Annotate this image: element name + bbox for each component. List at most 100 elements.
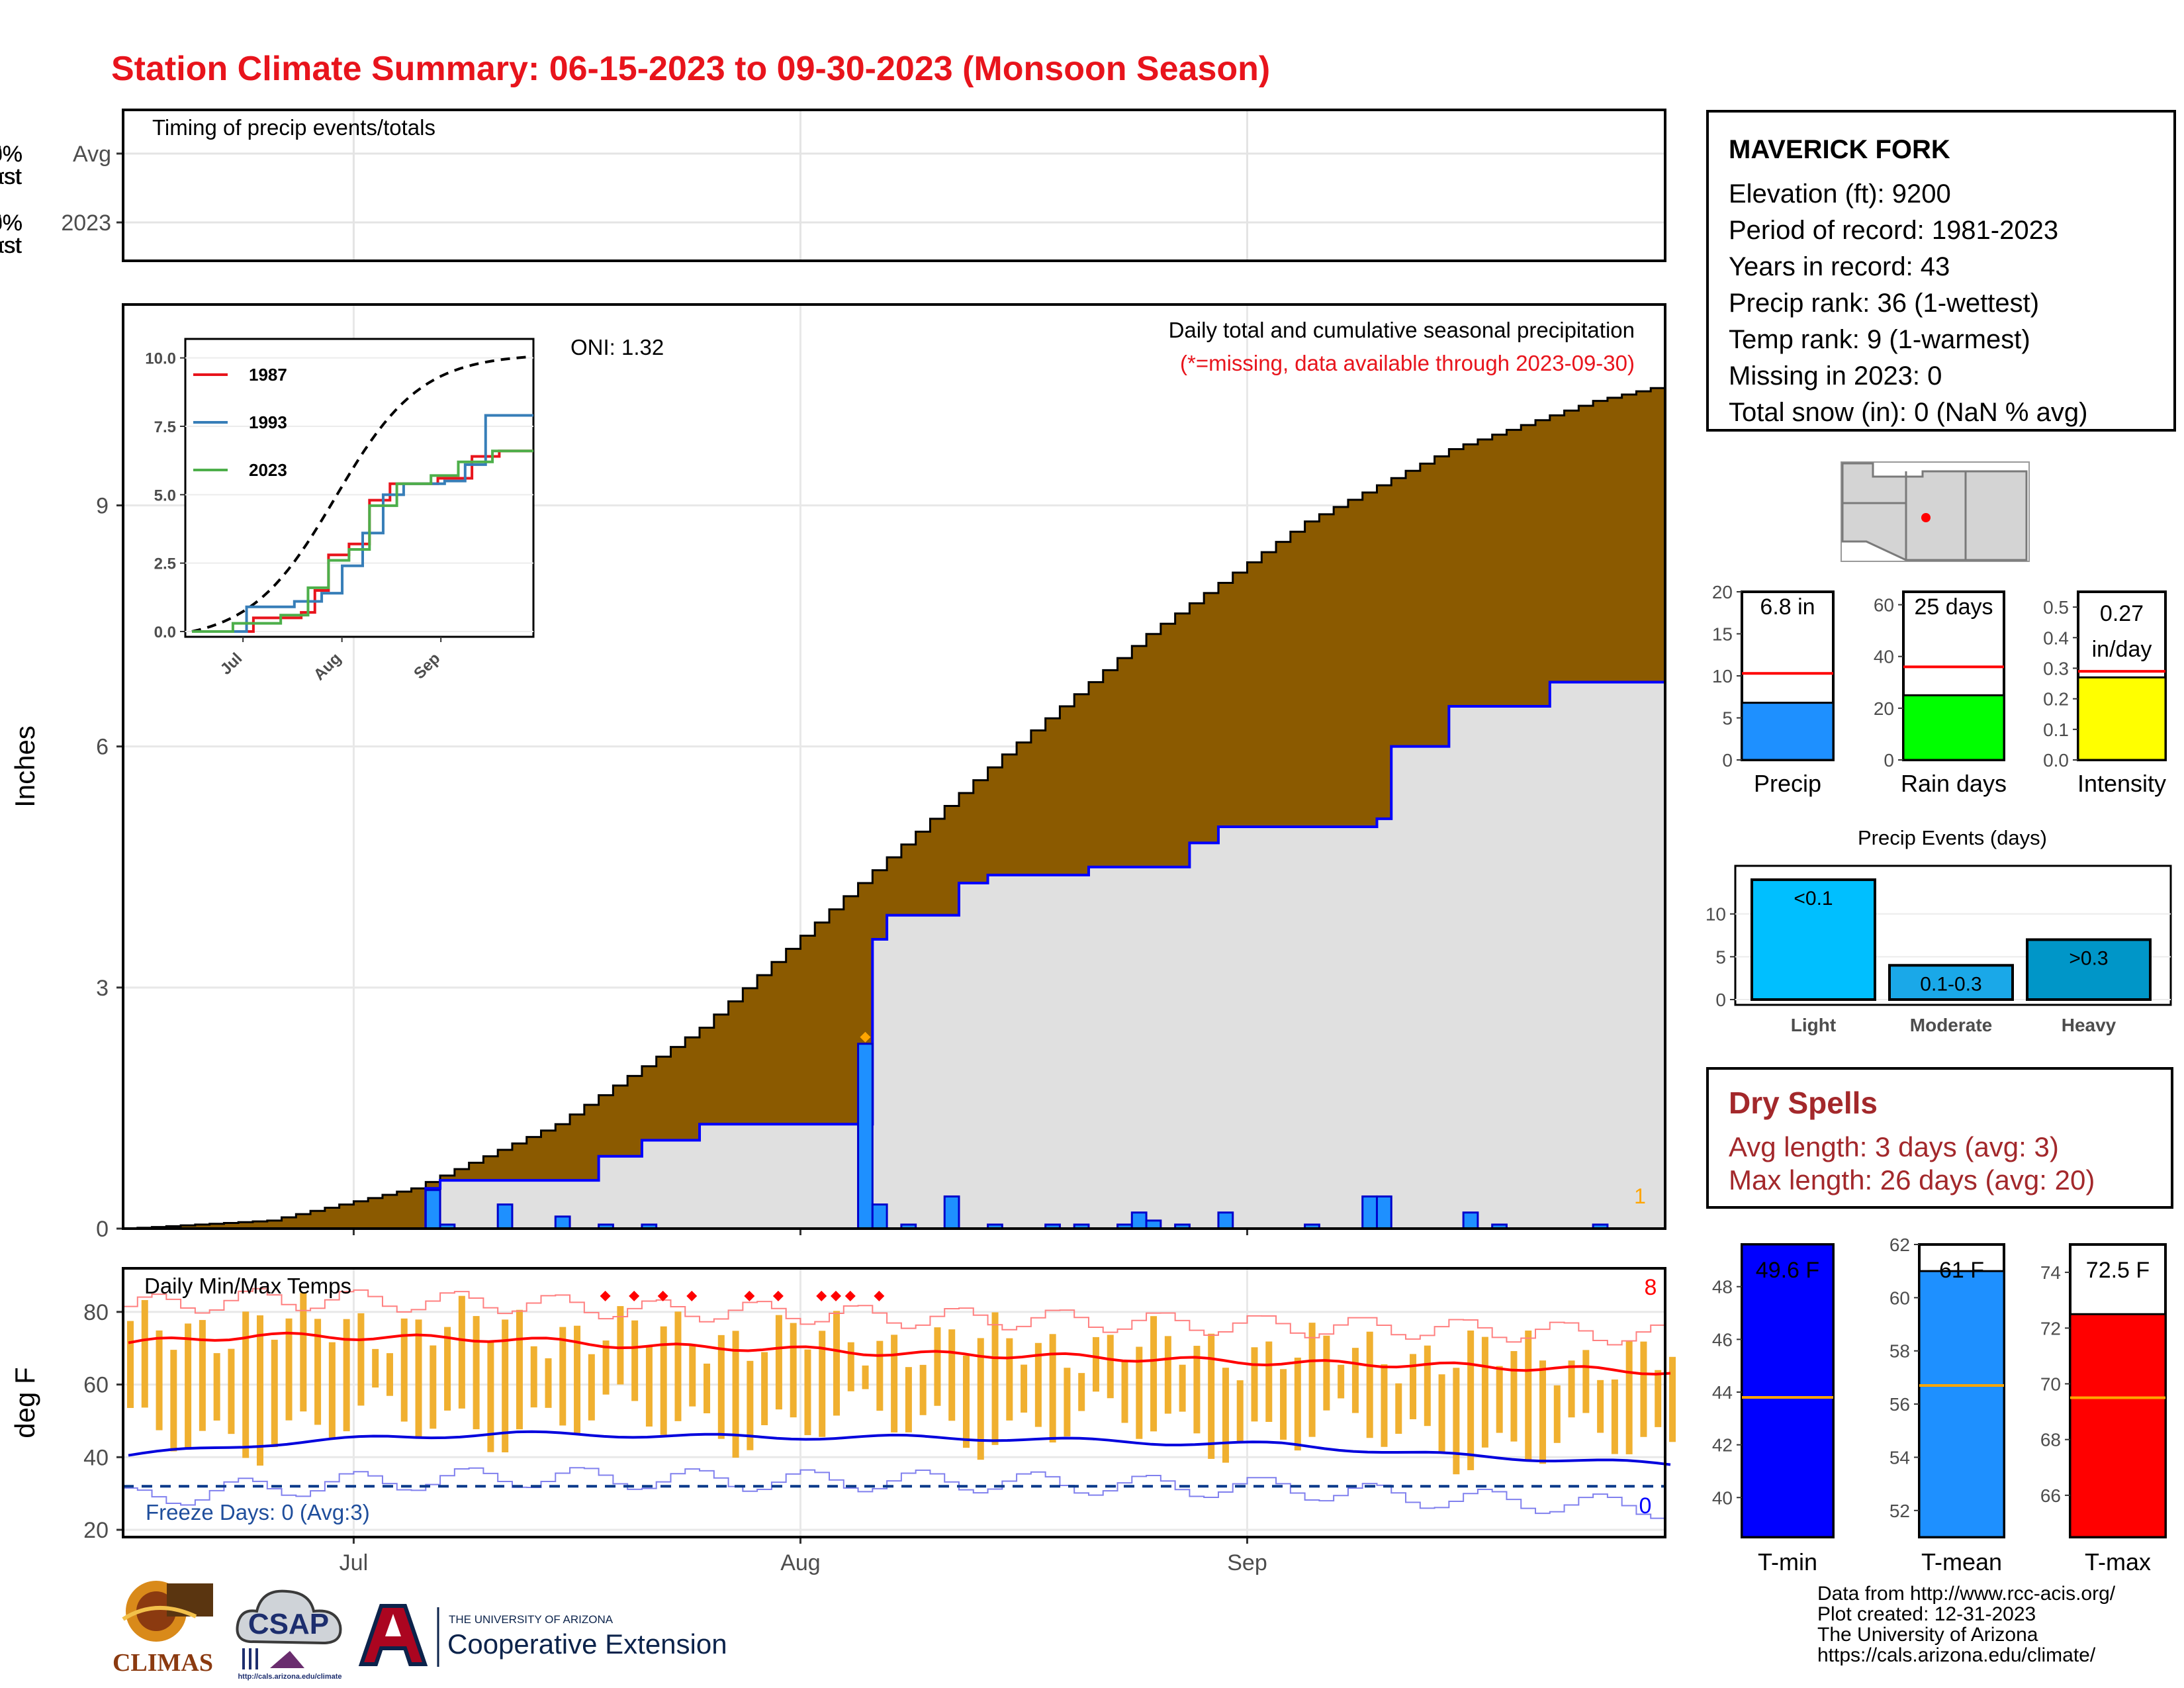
summary-value-label: 6.8 in bbox=[1760, 594, 1815, 620]
timing-last-label: Last bbox=[0, 233, 22, 258]
daily-temp-bar bbox=[285, 1318, 293, 1421]
daily-temp-bar bbox=[1049, 1334, 1056, 1443]
daily-temp-bar bbox=[689, 1346, 696, 1407]
daily-temp-bar bbox=[1481, 1336, 1488, 1448]
daily-temp-bar bbox=[1351, 1348, 1359, 1413]
record-high-marker bbox=[816, 1290, 827, 1301]
record-max-line bbox=[123, 1288, 1666, 1346]
footer-line: The University of Arizona bbox=[1817, 1624, 2038, 1646]
daily-temp-bar bbox=[242, 1311, 250, 1458]
daily-temp-bar bbox=[1525, 1331, 1532, 1461]
daily-temp-bar bbox=[444, 1327, 451, 1411]
temp-ytick-label: 60 bbox=[83, 1373, 109, 1398]
event-bar bbox=[1751, 878, 1876, 1002]
summary-bar bbox=[2077, 676, 2167, 761]
event-bar-text: >0.3 bbox=[2069, 947, 2108, 969]
daily-temp-bar bbox=[588, 1354, 595, 1421]
daily-temp-bar bbox=[1496, 1366, 1503, 1433]
daily-temp-bar bbox=[545, 1358, 552, 1408]
temp-summary-bar bbox=[1918, 1270, 2005, 1538]
footer-credits: Data from http://www.rcc-acis.org/ Plot … bbox=[1817, 1583, 2115, 1665]
daily-temp-bar bbox=[645, 1346, 653, 1427]
map-region bbox=[1841, 462, 2028, 561]
daily-temp-bar bbox=[372, 1348, 379, 1388]
inset-year-line bbox=[192, 414, 533, 633]
daily-temp-bar bbox=[905, 1367, 912, 1432]
timing-p25-label: 25% bbox=[0, 142, 23, 167]
precip-ytick-label: 3 bbox=[96, 976, 109, 1001]
daily-temp-bar bbox=[919, 1364, 927, 1415]
daily-temp-bar bbox=[847, 1342, 854, 1391]
record-high-marker bbox=[772, 1290, 784, 1301]
daily-temp-bar bbox=[1006, 1338, 1013, 1421]
events-ytick-label: 10 bbox=[1706, 904, 1726, 925]
record-high-marker bbox=[874, 1290, 885, 1301]
temp-summary-ytick-label: 40 bbox=[1712, 1487, 1733, 1508]
csap-logo: CSAP http://cals.arizona.edu/climate bbox=[230, 1582, 349, 1681]
summary-ytick-label: 0.3 bbox=[2043, 658, 2069, 679]
daily-temp-bar bbox=[1669, 1356, 1676, 1442]
summary-ytick-label: 20 bbox=[1712, 582, 1733, 602]
dry-spells-avg: Avg length: 3 days (avg: 3) bbox=[1729, 1131, 2059, 1162]
daily-precip-bar bbox=[871, 1203, 888, 1230]
inset-year-line bbox=[192, 449, 533, 633]
timing-first-label: First bbox=[0, 164, 23, 189]
precip-panel-title: Daily total and cumulative seasonal prec… bbox=[1169, 318, 1635, 342]
summary-value-unit: in/day bbox=[2092, 637, 2152, 662]
daily-temp-bar bbox=[430, 1345, 437, 1429]
daily-temp-bar bbox=[357, 1313, 365, 1406]
temp-panel-title: Daily Min/Max Temps bbox=[144, 1274, 351, 1298]
daily-temp-bar bbox=[1553, 1385, 1561, 1443]
daily-precip-bar bbox=[1217, 1211, 1234, 1230]
summary-ytick-label: 40 bbox=[1874, 647, 1894, 667]
daily-temp-bar bbox=[1424, 1345, 1431, 1427]
summary-value-label: 0.27 bbox=[2100, 601, 2144, 626]
daily-temp-bar bbox=[1064, 1368, 1071, 1436]
avg-max-line bbox=[128, 1331, 1671, 1376]
daily-temp-bar bbox=[1164, 1336, 1171, 1414]
daily-precip-bar bbox=[943, 1195, 960, 1230]
inset-legend-label: 1987 bbox=[249, 365, 287, 385]
summary-bar-label: Rain days bbox=[1901, 770, 2007, 797]
station-temp-rank: Temp rank: 9 (1-warmest) bbox=[1729, 325, 2030, 354]
temp-summary-label: T-min bbox=[1758, 1548, 1817, 1575]
cold-days-count: 0 bbox=[1639, 1493, 1652, 1519]
daily-temp-bar bbox=[674, 1311, 682, 1421]
precip-ytick-label: 9 bbox=[96, 493, 109, 518]
temp-summary-bar bbox=[2069, 1313, 2167, 1538]
dry-spells-title: Dry Spells bbox=[1729, 1086, 1878, 1120]
daily-precip-bar bbox=[554, 1215, 571, 1230]
precip-ylabel: Inches bbox=[9, 726, 40, 808]
temp-summary-ytick-label: 62 bbox=[1889, 1235, 1910, 1255]
temp-summary-ytick-label: 58 bbox=[1889, 1341, 1910, 1362]
precip-panel-border bbox=[122, 303, 1666, 1230]
station-info-box: MAVERICK FORK Elevation (ft): 9200 Perio… bbox=[1706, 110, 2176, 432]
summary-ytick-label: 0.1 bbox=[2043, 720, 2069, 740]
station-snow: Total snow (in): 0 (NaN % avg) bbox=[1729, 398, 2088, 427]
page-title: Station Climate Summary: 06-15-2023 to 0… bbox=[111, 50, 1271, 88]
summary-ytick-label: 0.0 bbox=[2043, 750, 2069, 771]
daily-temp-bar bbox=[717, 1335, 725, 1439]
climas-emblem-icon: CLIMAS bbox=[113, 1581, 213, 1677]
ua-small-text: THE UNIVERSITY OF ARIZONA bbox=[449, 1613, 614, 1626]
summary-ytick-label: 0.4 bbox=[2043, 628, 2069, 648]
summary-ytick-label: 0 bbox=[1722, 750, 1733, 771]
daily-temp-bar bbox=[1597, 1380, 1604, 1433]
daily-temp-bar bbox=[1280, 1369, 1287, 1440]
temp-summary-ytick-label: 44 bbox=[1712, 1382, 1733, 1403]
temp-summary-ytick-label: 48 bbox=[1712, 1277, 1733, 1297]
summary-bar-label: Intensity bbox=[2077, 770, 2166, 797]
daily-temp-bar bbox=[1467, 1331, 1475, 1470]
daily-temp-bar bbox=[602, 1340, 610, 1395]
daily-temp-bar bbox=[1251, 1347, 1258, 1422]
daily-temp-bar bbox=[502, 1319, 509, 1453]
footer-line: Data from http://www.rcc-acis.org/ bbox=[1817, 1583, 2116, 1605]
daily-temp-bar bbox=[991, 1312, 999, 1445]
dry-spells-max: Max length: 26 days (avg: 20) bbox=[1729, 1164, 2095, 1196]
record-high-marker bbox=[629, 1290, 640, 1301]
daily-temp-bar bbox=[1021, 1364, 1028, 1413]
daily-temp-bar bbox=[170, 1350, 177, 1452]
freeze-days-label: Freeze Days: 0 (Avg:3) bbox=[146, 1500, 370, 1524]
inset-ytick-label: 2.5 bbox=[154, 555, 176, 573]
